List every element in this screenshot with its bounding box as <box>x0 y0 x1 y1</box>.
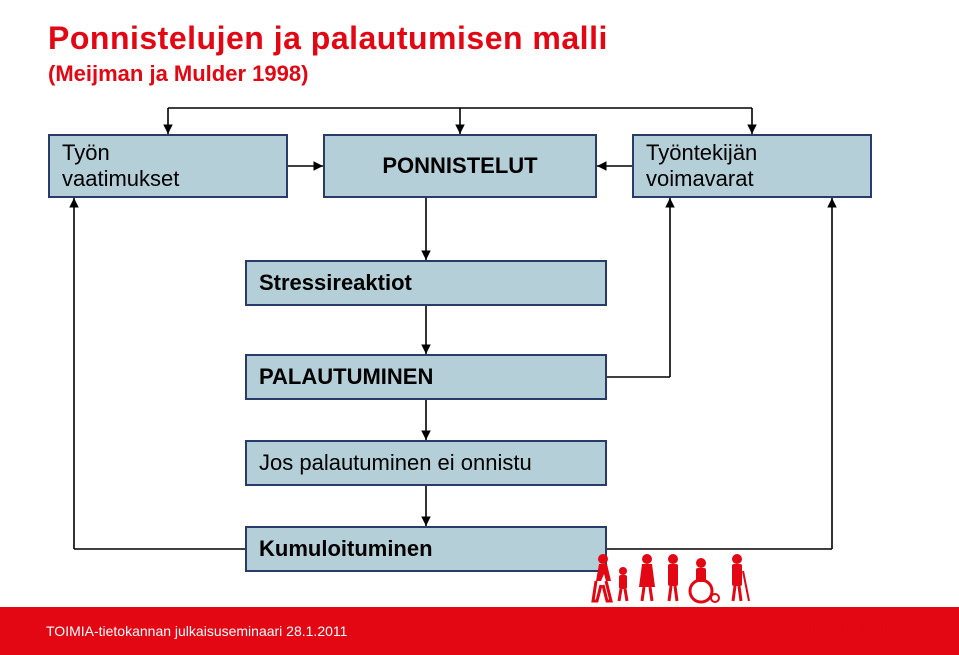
footer-logo-text: TOIMIA <box>804 611 913 643</box>
box-tyon-line1: Työn <box>62 140 179 166</box>
title-sub: (Meijman ja Mulder 1998) <box>48 61 608 87</box>
footer-text: TOIMIA-tietokannan julkaisuseminaari 28.… <box>46 623 347 639</box>
box-tyontekija-line2: voimavarat <box>646 166 757 192</box>
box-ponnistelut: PONNISTELUT <box>323 134 597 198</box>
box-jos-label: Jos palautuminen ei onnistu <box>259 450 532 476</box>
box-kumuloituminen: Kumuloituminen <box>245 526 607 572</box>
box-palautuminen-label: PALAUTUMINEN <box>259 364 433 390</box>
box-kumuloituminen-label: Kumuloituminen <box>259 536 433 562</box>
people-silhouette-icon <box>589 549 759 607</box>
box-stressireaktiot: Stressireaktiot <box>245 260 607 306</box>
box-jos-palautuminen: Jos palautuminen ei onnistu <box>245 440 607 486</box>
box-ponnistelut-label: PONNISTELUT <box>382 153 537 179</box>
box-palautuminen: PALAUTUMINEN <box>245 354 607 400</box>
box-tyontekija-line1: Työntekijän <box>646 140 757 166</box>
title-main: Ponnistelujen ja palautumisen malli <box>48 20 608 57</box>
box-stressi-label: Stressireaktiot <box>259 270 412 296</box>
box-tyontekija-voimavarat: Työntekijän voimavarat <box>632 134 872 198</box>
box-tyon-line2: vaatimukset <box>62 166 179 192</box>
footer-logo: TOIMIA <box>794 611 913 643</box>
title-block: Ponnistelujen ja palautumisen malli (Mei… <box>48 20 608 87</box>
box-tyon-vaatimukset: Työn vaatimukset <box>48 134 288 198</box>
